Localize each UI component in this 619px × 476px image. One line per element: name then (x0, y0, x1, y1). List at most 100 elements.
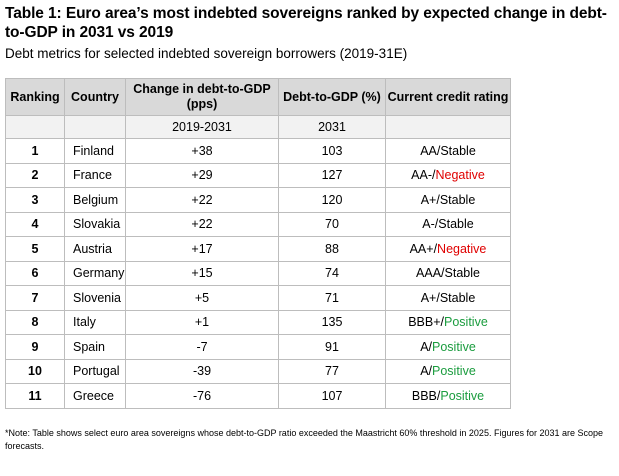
change-cell: +22 (125, 211, 279, 237)
debt-cell: 88 (278, 236, 386, 262)
subheader-change-period: 2019-2031 (125, 115, 279, 139)
header-row: Ranking Country Change in debt-to-GDP (p… (5, 78, 511, 116)
rating-cell: BBB+/Positive (385, 309, 511, 335)
table-row: 3 Belgium +22 120 A+/Stable (5, 187, 511, 213)
table-row: 5 Austria +17 88 AA+/Negative (5, 236, 511, 262)
rating-grade: AAA/ (416, 266, 445, 281)
rating-outlook: Positive (444, 315, 488, 330)
rating-cell: AA/Stable (385, 138, 511, 164)
debt-cell: 77 (278, 358, 386, 384)
rank-cell: 9 (5, 334, 65, 360)
subheader-empty-country (64, 115, 126, 139)
rank-cell: 3 (5, 187, 65, 213)
col-header-debt: Debt-to-GDP (%) (278, 78, 386, 116)
rating-cell: AA-/Negative (385, 162, 511, 188)
rating-grade: AA/ (420, 143, 441, 158)
table-row: 9 Spain -7 91 A/Positive (5, 334, 511, 360)
rating-outlook: Positive (432, 339, 476, 354)
rank-cell: 11 (5, 383, 65, 409)
subheader-row: 2019-2031 2031 (5, 115, 511, 139)
change-cell: +38 (125, 138, 279, 164)
rating-outlook: Negative (437, 241, 487, 256)
rank-cell: 2 (5, 162, 65, 188)
table-row: 8 Italy +1 135 BBB+/Positive (5, 309, 511, 335)
rating-grade: BBB/ (411, 388, 441, 403)
rank-cell: 6 (5, 260, 65, 286)
country-cell: Greece (64, 383, 126, 409)
subheader-empty-rating (385, 115, 511, 139)
col-header-country: Country (64, 78, 126, 116)
rating-grade: A+/ (420, 192, 440, 207)
rating-grade: A+/ (420, 290, 440, 305)
debt-cell: 135 (278, 309, 386, 335)
subheader-empty-ranking (5, 115, 65, 139)
rating-outlook: Stable (440, 143, 476, 158)
rating-cell: A/Positive (385, 358, 511, 384)
change-cell: +5 (125, 285, 279, 311)
change-cell: +22 (125, 187, 279, 213)
rank-cell: 1 (5, 138, 65, 164)
debt-cell: 120 (278, 187, 386, 213)
debt-cell: 103 (278, 138, 386, 164)
col-header-ranking: Ranking (5, 78, 65, 116)
rank-cell: 7 (5, 285, 65, 311)
col-header-change: Change in debt-to-GDP (pps) (125, 78, 279, 116)
rating-cell: A+/Stable (385, 187, 511, 213)
rating-grade: AA-/ (411, 168, 436, 183)
rating-cell: AA+/Negative (385, 236, 511, 262)
rank-cell: 10 (5, 358, 65, 384)
rating-grade: A-/ (422, 217, 439, 232)
country-cell: Portugal (64, 358, 126, 384)
rating-outlook: Negative (435, 168, 485, 183)
country-cell: Belgium (64, 187, 126, 213)
rating-cell: AAA/Stable (385, 260, 511, 286)
table-row: 10 Portugal -39 77 A/Positive (5, 358, 511, 384)
table-row: 11 Greece -76 107 BBB/Positive (5, 383, 511, 409)
rating-outlook: Positive (432, 364, 476, 379)
rating-grade: A/ (420, 364, 433, 379)
rating-outlook: Stable (438, 217, 474, 232)
debt-cell: 107 (278, 383, 386, 409)
debt-cell: 71 (278, 285, 386, 311)
rating-cell: A+/Stable (385, 285, 511, 311)
debt-cell: 74 (278, 260, 386, 286)
debt-cell: 127 (278, 162, 386, 188)
change-cell: -7 (125, 334, 279, 360)
change-cell: +29 (125, 162, 279, 188)
change-cell: -39 (125, 358, 279, 384)
subheader-debt-year: 2031 (278, 115, 386, 139)
change-cell: +15 (125, 260, 279, 286)
rating-cell: A-/Stable (385, 211, 511, 237)
rating-outlook: Stable (439, 192, 476, 207)
change-cell: -76 (125, 383, 279, 409)
debt-cell: 70 (278, 211, 386, 237)
rank-cell: 5 (5, 236, 65, 262)
table-row: 1 Finland +38 103 AA/Stable (5, 138, 511, 164)
rating-outlook: Stable (444, 266, 480, 281)
table-row: 7 Slovenia +5 71 A+/Stable (5, 285, 511, 311)
country-cell: Slovenia (64, 285, 126, 311)
table-row: 2 France +29 127 AA-/Negative (5, 162, 511, 188)
rating-grade: AA+/ (409, 241, 438, 256)
debt-cell: 91 (278, 334, 386, 360)
table-subtitle: Debt metrics for selected indebted sover… (5, 46, 408, 61)
rank-cell: 4 (5, 211, 65, 237)
rating-outlook: Positive (440, 388, 485, 403)
country-cell: Spain (64, 334, 126, 360)
country-cell: Italy (64, 309, 126, 335)
debt-metrics-table: Ranking Country Change in debt-to-GDP (p… (5, 78, 511, 409)
country-cell: Finland (64, 138, 126, 164)
rating-cell: A/Positive (385, 334, 511, 360)
country-cell: Austria (64, 236, 126, 262)
rating-grade: A/ (420, 339, 433, 354)
country-cell: Germany (64, 260, 126, 286)
country-cell: France (64, 162, 126, 188)
rating-outlook: Stable (439, 290, 476, 305)
country-cell: Slovakia (64, 211, 126, 237)
rating-cell: BBB/Positive (385, 383, 511, 409)
col-header-rating: Current credit rating (385, 78, 511, 116)
table-row: 4 Slovakia +22 70 A-/Stable (5, 211, 511, 237)
rating-grade: BBB+/ (408, 315, 444, 330)
footnote: *Note: Table shows select euro area sove… (5, 428, 604, 451)
rank-cell: 8 (5, 309, 65, 335)
